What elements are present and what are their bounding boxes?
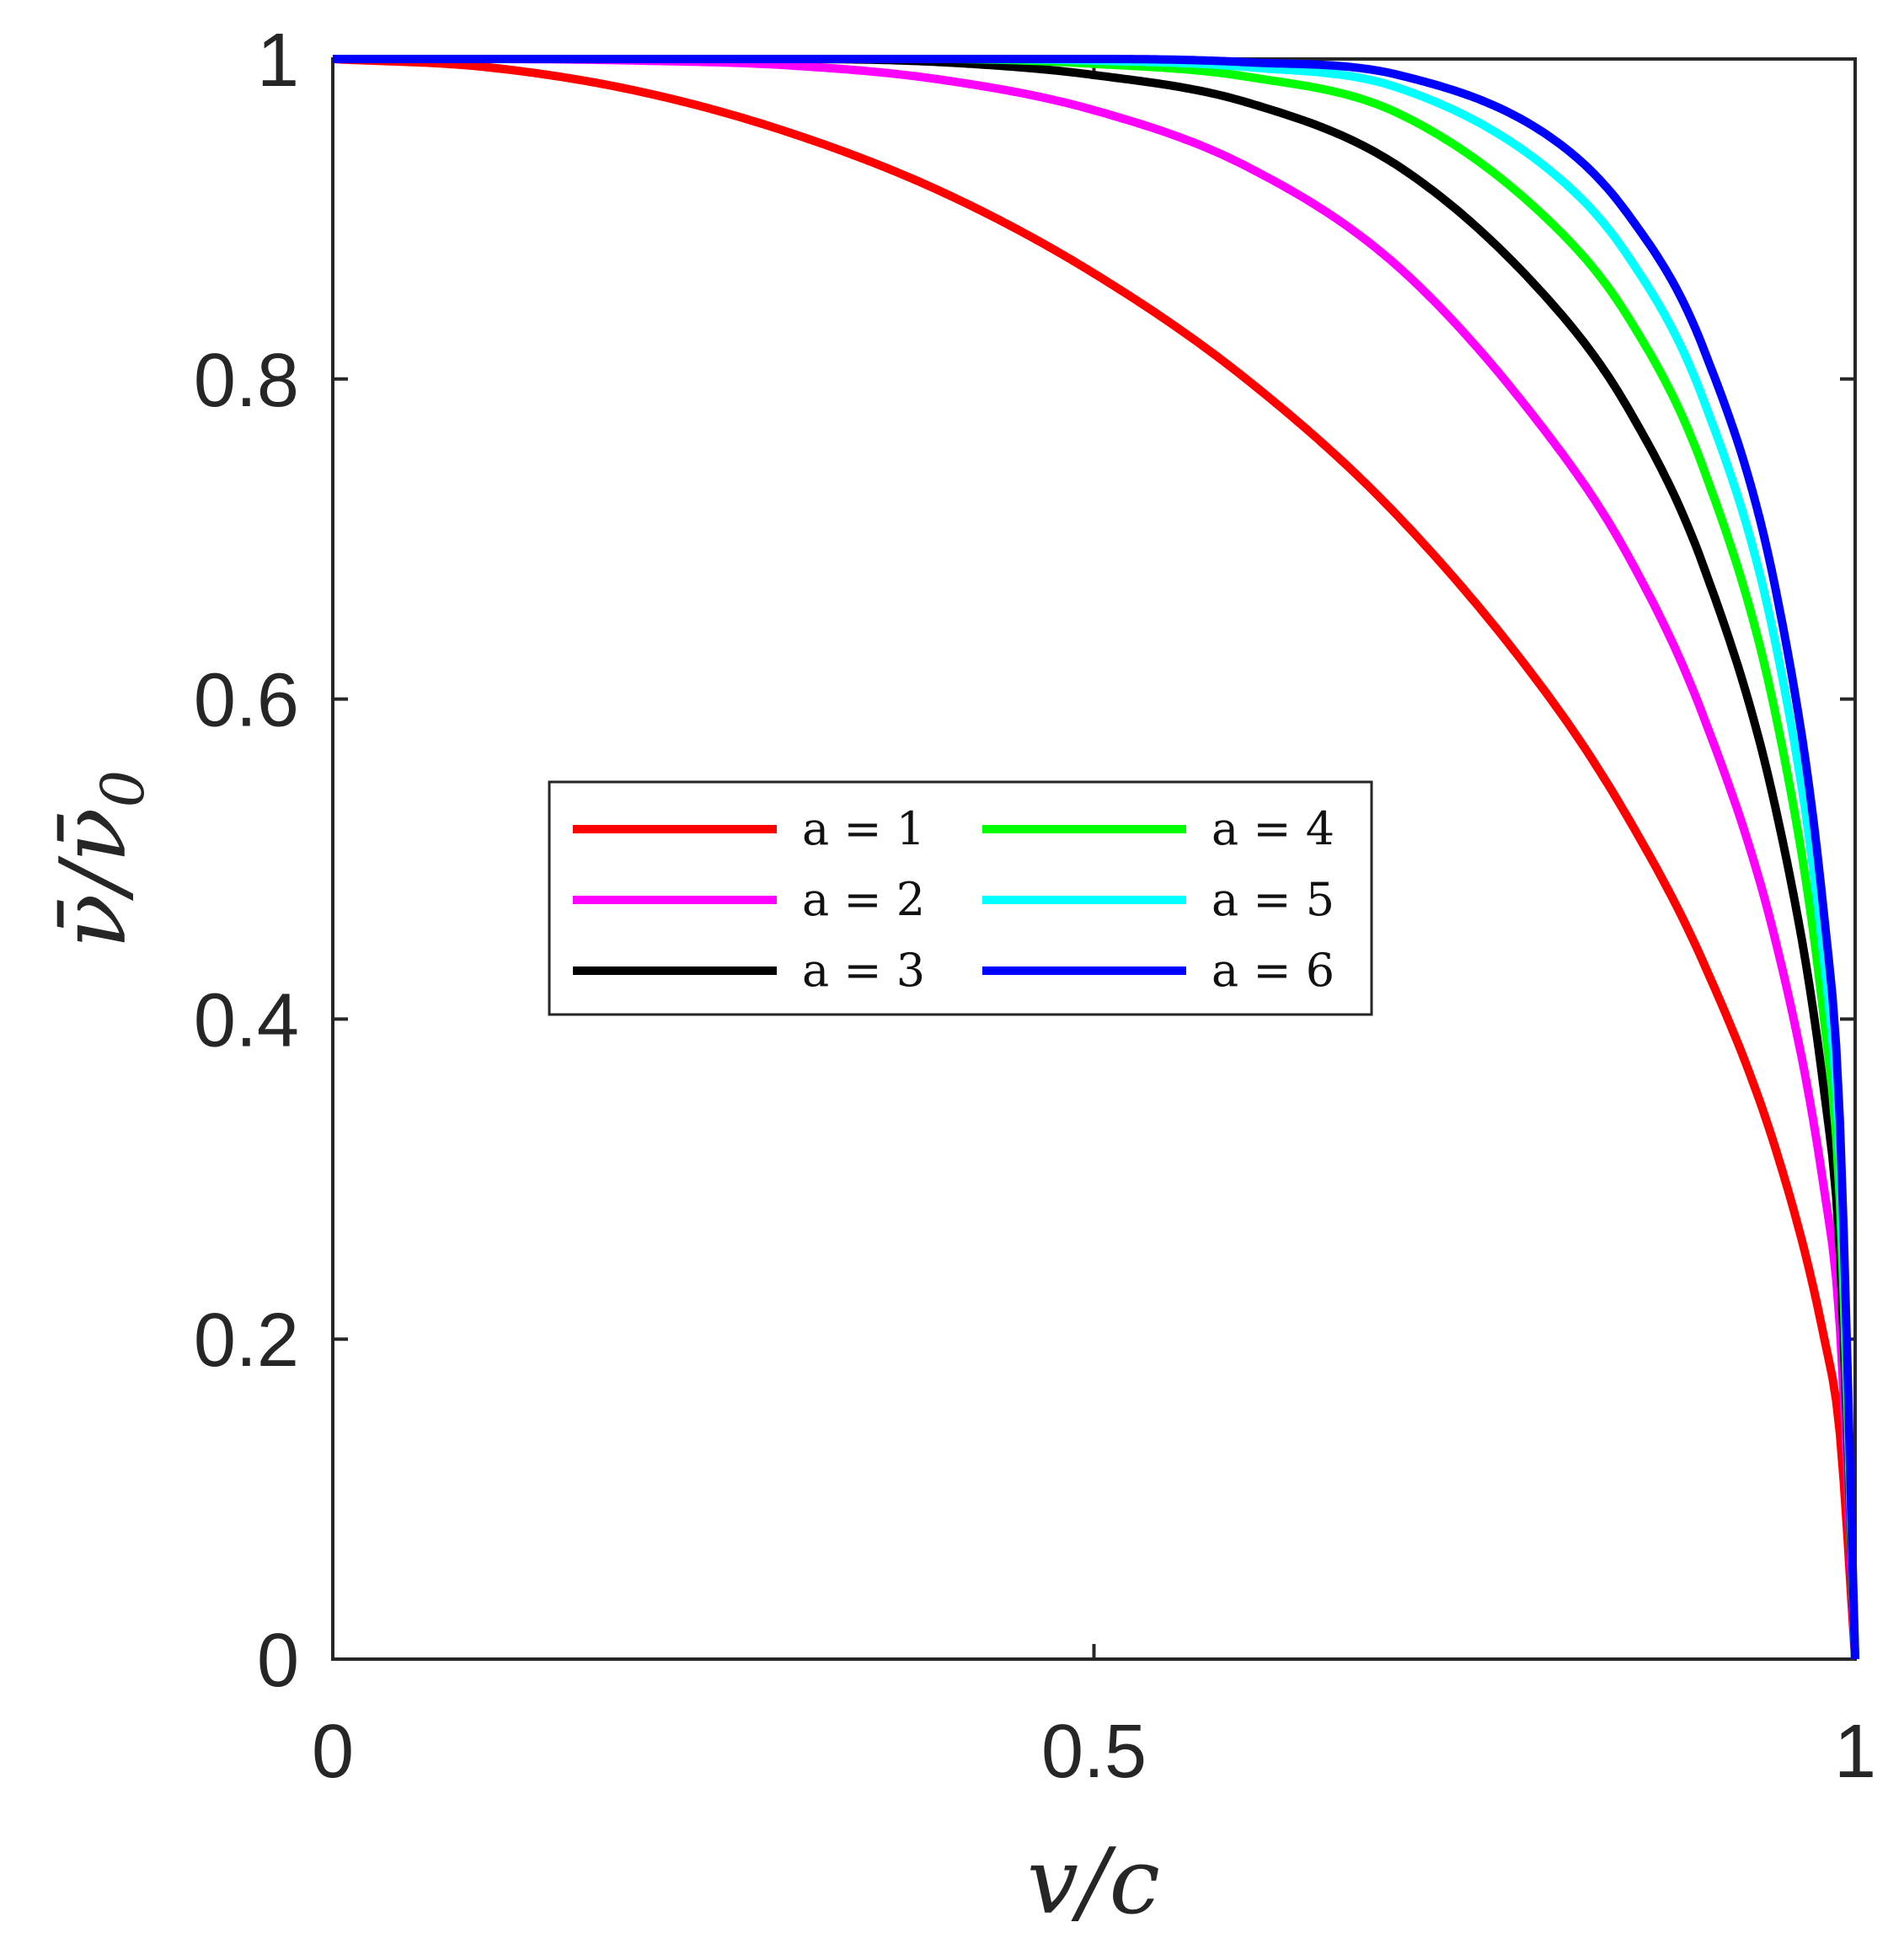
y-axis-label: ν̄/ν̄0 <box>41 770 158 949</box>
y-axis-label-main: ν̄/ν̄ <box>41 807 147 949</box>
legend-label-4: a = 4 <box>1211 802 1334 855</box>
legend-label-1: a = 1 <box>802 802 925 855</box>
series-line-1 <box>332 55 1859 1660</box>
legend-entries: a = 1 a = 2 a = 3 a = 4 a = 5 a = 6 <box>573 802 1334 997</box>
x-tick-label: 1 <box>1834 1710 1876 1794</box>
legend-label-3: a = 3 <box>802 944 925 997</box>
y-tick-label: 0.6 <box>194 659 299 743</box>
y-axis-label-group: ν̄/ν̄0 <box>41 770 158 949</box>
y-tick-label: 0 <box>257 1619 299 1703</box>
tick-labels: 0 0.5 1 0 0.2 0.4 0.6 0.8 1 <box>194 19 1876 1794</box>
y-axis-label-subscript: 0 <box>88 770 158 808</box>
y-tick-label: 0.2 <box>194 1298 299 1383</box>
x-tick-label: 0.5 <box>1041 1710 1147 1794</box>
y-tick-label: 0.8 <box>194 339 299 423</box>
y-tick-label: 0.4 <box>194 978 299 1063</box>
legend-label-5: a = 5 <box>1211 873 1334 926</box>
legend: a = 1 a = 2 a = 3 a = 4 a = 5 a = 6 <box>548 780 1373 1016</box>
x-axis-label: v/c <box>1027 1829 1160 1935</box>
legend-label-6: a = 6 <box>1211 944 1334 997</box>
series-line-6 <box>332 55 1859 1660</box>
series-lines <box>332 55 1859 1660</box>
y-tick-label: 1 <box>257 19 299 103</box>
x-tick-label: 0 <box>312 1710 354 1794</box>
legend-label-2: a = 2 <box>802 873 925 926</box>
